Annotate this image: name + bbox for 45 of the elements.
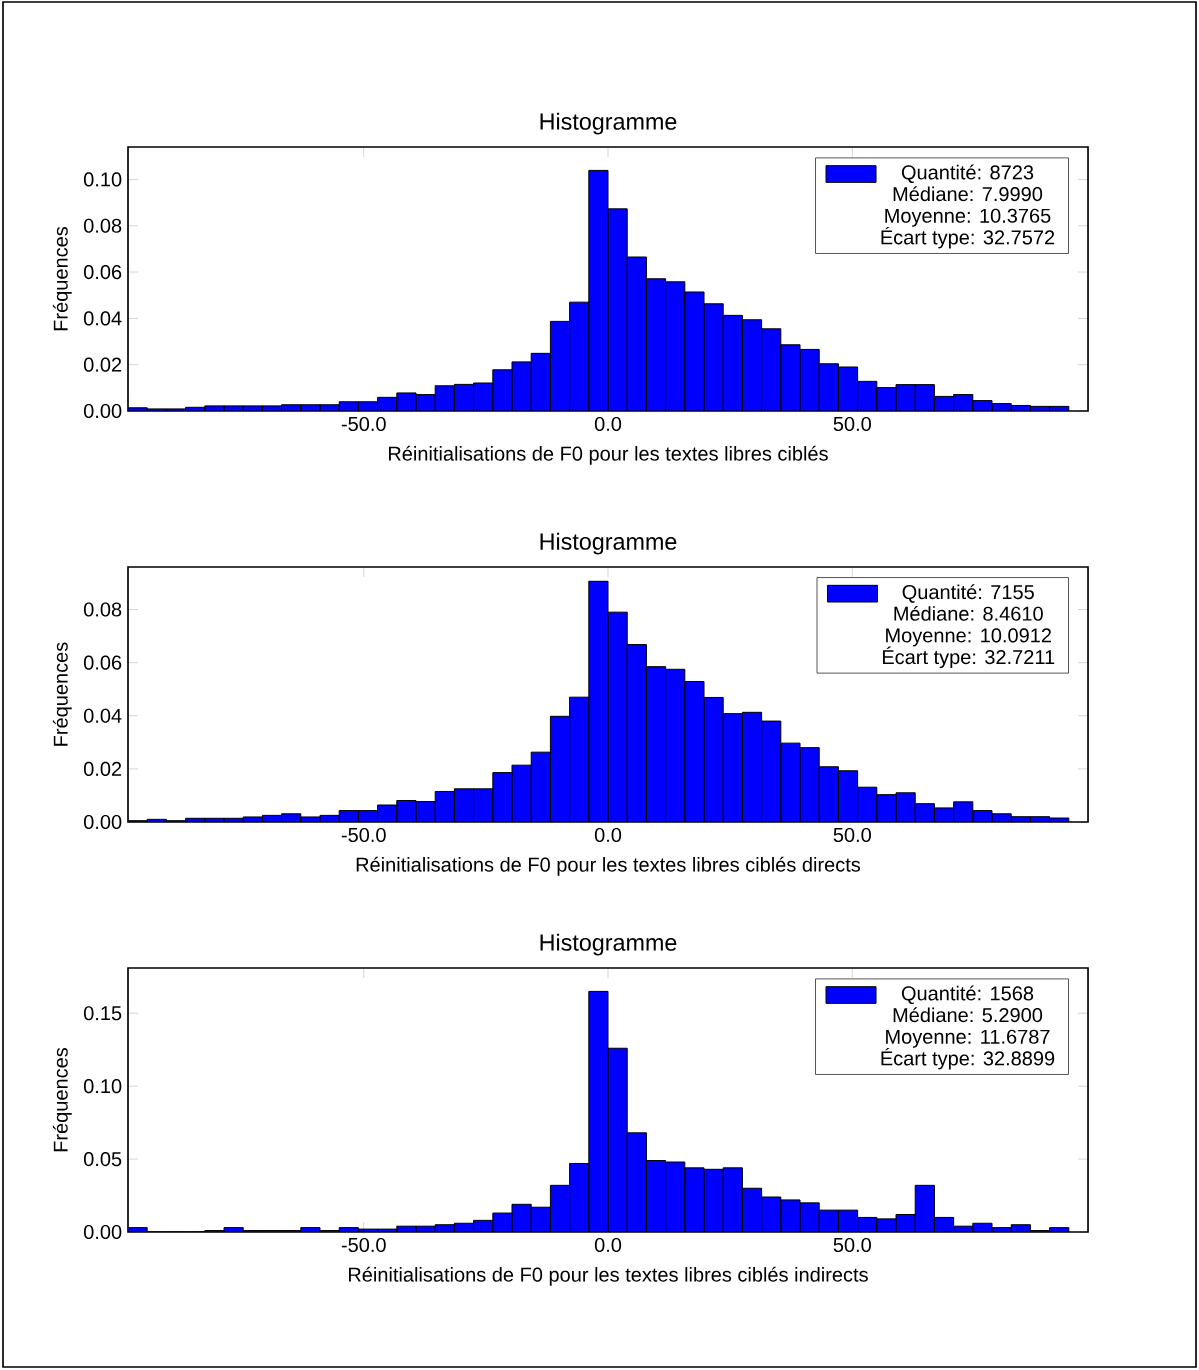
legend-label: Quantité: 7155 — [902, 584, 1034, 603]
y-tick-label: 0.00 — [83, 814, 122, 830]
y-tick-label: 0.04 — [83, 708, 122, 723]
x-axis-title: Réinitialisations de F0 pour les textes libres ciblés directs — [356, 856, 861, 876]
y-tick-label: 0.02 — [83, 357, 122, 372]
y-axis-title: Fréquences — [52, 642, 72, 746]
annotation: Écart type: 32.8899 — [881, 1047, 1055, 1070]
y-tick-label: 0.08 — [83, 218, 122, 233]
y-tick-label: 0.05 — [83, 1152, 122, 1167]
y-tick-label: 0.06 — [83, 655, 122, 670]
y-tick-label: 0.06 — [83, 264, 122, 280]
x-tick-label: 50.0 — [833, 827, 871, 843]
x-tick-label: 50.0 — [833, 416, 871, 432]
x-axis-title: Réinitialisations de F0 pour les textes libres ciblés — [389, 445, 828, 465]
annotation: Médiane: 8.4610 — [894, 605, 1043, 621]
y-tick-label: 0.00 — [83, 1224, 122, 1240]
chart-title: Histogramme — [540, 933, 677, 956]
x-tick-label: -50.0 — [341, 1237, 386, 1253]
x-tick-label: 0.0 — [594, 416, 622, 432]
chart-title: Histogramme — [540, 112, 677, 135]
x-tick-label: 50.0 — [833, 1237, 871, 1253]
x-tick-label: 0.0 — [594, 1237, 622, 1253]
legend-label: Quantité: 8723 — [901, 164, 1034, 184]
x-tick-label: 0.0 — [594, 827, 622, 843]
chart-title: Histogramme — [540, 532, 677, 555]
y-axis-title: Fréquences — [52, 226, 72, 331]
annotation: Médiane: 5.2900 — [893, 1007, 1043, 1023]
y-tick-label: 0.10 — [83, 1079, 122, 1094]
annotation: Moyenne: 10.3765 — [885, 208, 1051, 227]
y-tick-label: 0.04 — [83, 311, 122, 326]
annotation: Écart type: 32.7211 — [882, 646, 1055, 669]
x-tick-label: -50.0 — [341, 827, 386, 843]
y-axis-title: Fréquences — [52, 1047, 72, 1152]
y-tick-label: 0.00 — [83, 403, 122, 419]
y-tick-label: 0.10 — [83, 172, 122, 187]
legend-label: Quantité: 1568 — [901, 985, 1034, 1005]
annotation: Écart type: 32.7572 — [881, 226, 1055, 249]
annotation: Moyenne: 11.6787 — [886, 1029, 1050, 1048]
y-tick-label: 0.08 — [83, 602, 122, 617]
y-tick-label: 0.02 — [83, 761, 122, 776]
annotation: Moyenne: 10.0912 — [886, 628, 1051, 647]
annotation: Médiane: 7.9990 — [893, 186, 1043, 202]
x-axis-title: Réinitialisations de F0 pour les textes libres ciblés indirects — [348, 1266, 868, 1286]
y-tick-label: 0.15 — [83, 1006, 122, 1021]
x-tick-label: -50.0 — [341, 416, 386, 432]
